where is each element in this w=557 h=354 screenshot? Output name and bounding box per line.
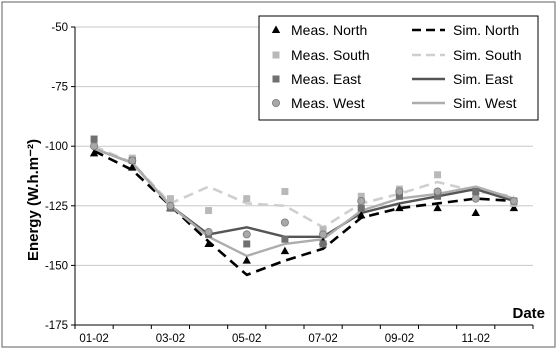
legend-label: Sim. East [453,71,513,87]
data-point-meas-east [434,192,442,200]
x-tick-labels: 01-02 03-02 05-02 07-02 09-02 11-02 [79,333,490,345]
y-tick-label: -150 [45,260,68,272]
data-point-meas-north [242,256,251,264]
data-point-meas-south [281,187,289,195]
x-axis-label: Date [512,305,545,322]
data-point-meas-east [281,235,289,243]
y-tick-label: -125 [45,201,68,213]
y-tick-label: -75 [51,82,68,94]
data-point-meas-north [509,203,519,212]
data-point-meas-south [434,171,442,179]
data-point-meas-north [280,246,290,255]
legend-label: Meas. West [291,95,365,111]
data-point-meas-north [395,203,404,212]
legend-label: Meas. East [291,71,361,87]
y-tick-labels: -50 -75 -100 -125 -150 -175 [45,22,68,332]
series-line-sim-south [93,145,515,229]
data-point-meas-east [357,204,365,212]
legend-label: Meas. South [291,47,370,63]
data-point-meas-west [319,230,328,239]
data-point-meas-west [357,197,366,206]
data-point-meas-west [509,197,518,206]
data-point-meas-east [319,240,327,248]
x-tick-label: 01-02 [79,333,108,345]
data-point-meas-south [166,195,174,203]
y-tick-label: -100 [45,141,68,153]
legend-label: Sim. West [453,95,517,111]
data-point-meas-south [243,195,251,203]
legend-label: Meas. North [291,22,367,38]
legend-box [258,15,539,121]
data-point-meas-west [433,187,442,196]
series-line-sim-west [93,147,515,258]
data-point-meas-east [243,240,251,248]
legend-label: Sim. South [453,47,521,63]
data-point-meas-west [128,156,137,165]
series-layer [93,145,515,277]
x-tick-label: 03-02 [156,333,185,345]
data-point-meas-south [319,226,327,234]
data-point-meas-north [128,163,137,171]
data-point-meas-east [472,187,480,195]
legend-marker-meas-north [271,25,281,33]
data-point-meas-east [90,135,98,143]
data-point-meas-west [90,142,99,151]
data-point-meas-north [204,239,213,247]
data-point-meas-west [166,201,175,210]
data-point-meas-south [205,207,213,215]
x-tick-label: 07-02 [308,333,337,345]
data-point-meas-west [471,194,480,203]
legend-marker-meas-south [272,51,280,59]
x-tick-label: 11-02 [461,333,490,345]
data-point-meas-west [204,228,213,237]
legend: Meas. North Meas. South Meas. East Meas. We… [258,15,539,121]
y-axis-label: Energy (W.h.m⁻²) [25,139,42,261]
y-tick-label: -175 [45,320,68,332]
data-point-meas-north [357,210,366,219]
legend-marker-meas-west [271,99,280,108]
data-point-meas-south [357,192,365,200]
data-point-meas-north [471,208,480,216]
data-point-meas-west [280,218,289,227]
data-point-meas-north [433,203,442,212]
x-tick-label: 09-02 [385,333,414,345]
marker-layer [89,135,519,264]
data-point-meas-east [395,192,403,200]
legend-label: Sim. North [453,22,519,38]
data-point-meas-north [89,148,99,157]
axes [74,27,533,326]
y-tick-label: -50 [51,22,68,34]
legend-marker-meas-east [272,75,280,83]
data-point-meas-west [242,230,251,239]
data-point-meas-west [395,187,404,196]
x-tick-label: 05-02 [232,333,261,345]
